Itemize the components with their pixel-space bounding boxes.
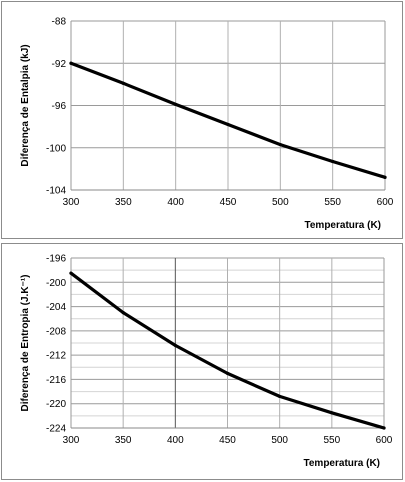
enthalpy-chart-panel: -88 -92 -96 -100 -104 300 350 400 450 500 550 600 Te…	[1, 1, 403, 239]
y-tick-label: -200	[46, 278, 66, 289]
y-tick-label: -196	[46, 254, 66, 265]
x-tick-label: 550	[323, 435, 340, 446]
y-tick-label: -216	[46, 375, 66, 386]
y-tick-label: -212	[46, 351, 66, 362]
x-tick-label: 400	[167, 197, 184, 208]
y-tick-label: -104	[46, 186, 66, 197]
x-tick-label: 300	[63, 435, 80, 446]
y-tick-label: -220	[46, 399, 66, 410]
x-tick-label: 350	[115, 197, 132, 208]
x-axis-title: Temperatura (K)	[305, 220, 382, 231]
x-tick-label: 600	[377, 197, 394, 208]
data-point	[121, 81, 125, 85]
data-point	[121, 311, 125, 315]
x-tick-label: 300	[63, 197, 80, 208]
data-point	[69, 61, 73, 65]
data-point	[226, 122, 230, 127]
data-point	[69, 271, 73, 275]
data-point	[174, 102, 178, 107]
x-tick-label: 500	[272, 197, 289, 208]
x-tick-label: 500	[271, 435, 288, 446]
x-tick-label: 600	[376, 435, 393, 446]
data-point	[330, 411, 334, 415]
x-tick-label: 450	[220, 197, 237, 208]
x-tick-label: 450	[219, 435, 236, 446]
data-point	[225, 371, 230, 375]
x-tick-label: 550	[324, 197, 341, 208]
x-tick-label: 400	[167, 435, 184, 446]
x-tick-label: 350	[115, 435, 132, 446]
data-point	[331, 159, 335, 164]
entropy-chart-panel: -196 -200 -204 -208 -212 -216 -220 -224 300 350 40…	[1, 243, 403, 480]
data-point	[382, 426, 386, 430]
y-tick-label: -204	[46, 302, 66, 313]
data-point	[278, 394, 282, 399]
data-point	[278, 142, 282, 147]
y-tick-label: -92	[52, 59, 67, 70]
y-tick-label: -96	[52, 101, 67, 112]
data-point	[383, 175, 387, 179]
y-tick-label: -100	[46, 143, 66, 154]
y-axis-title: Diferença de Entalpia (kJ)	[20, 44, 31, 166]
data-point	[173, 343, 177, 348]
y-tick-label: -208	[46, 326, 66, 337]
y-axis-title: Diferença de Entropia (J.K⁻¹)	[20, 275, 31, 412]
x-axis-title: Temperatura (K)	[304, 458, 381, 469]
y-tick-label: -88	[52, 17, 67, 28]
y-tick-label: -224	[46, 424, 66, 435]
